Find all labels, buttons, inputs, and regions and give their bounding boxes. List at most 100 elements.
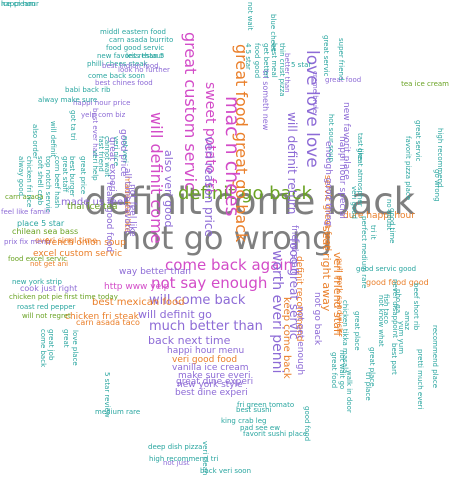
word-cloud-term: favorit sushi place bbox=[243, 430, 308, 439]
word-cloud-term: will not regret bbox=[22, 312, 71, 321]
word-cloud-term: less than 5 bbox=[126, 52, 165, 61]
word-cloud-term: go wrong bbox=[433, 169, 441, 202]
word-cloud-term: definit come back bbox=[84, 179, 416, 223]
word-cloud-term: corn beef hash bbox=[53, 156, 61, 209]
word-cloud-term: 4 5 star bbox=[244, 43, 252, 70]
word-cloud-term: cook just right bbox=[20, 284, 78, 294]
word-cloud-term: pretti much everi bbox=[416, 349, 424, 410]
word-cloud-term: got ta tri bbox=[69, 110, 77, 141]
word-cloud-term: everi singl time bbox=[35, 236, 98, 246]
word-cloud-term: thin crust pizza bbox=[278, 43, 286, 97]
word-cloud-term: first time today bbox=[64, 293, 118, 302]
word-cloud-term: way better than bbox=[119, 267, 191, 278]
word-cloud-term: deep dish pizza bbox=[148, 443, 203, 452]
word-cloud-term: carn asada burrito bbox=[109, 36, 174, 45]
word-cloud-term: veri good food bbox=[172, 355, 238, 366]
word-cloud-term: french onion soup bbox=[45, 238, 126, 249]
word-cloud-term: beef short rib bbox=[412, 283, 420, 331]
word-cloud-term: much better than bbox=[149, 318, 263, 334]
word-cloud-term: food good servic bbox=[106, 44, 165, 53]
word-cloud-term: realli good food bbox=[104, 182, 114, 253]
word-cloud-term: great servic bbox=[322, 35, 330, 77]
word-cloud-term: not say enough bbox=[151, 274, 268, 293]
word-cloud-term: great servic bbox=[414, 120, 422, 162]
word-cloud-term: fast friend bbox=[97, 136, 105, 172]
word-cloud-term: fish taco bbox=[382, 294, 390, 324]
word-cloud-term: prix fix menu bbox=[4, 238, 51, 247]
word-cloud-term: tri someth new bbox=[261, 70, 270, 131]
word-cloud-term: best chines food bbox=[95, 79, 153, 88]
word-cloud-term: back next time bbox=[148, 333, 231, 347]
word-cloud-term: not wait bbox=[246, 2, 254, 31]
word-cloud-term: alway make sure bbox=[38, 96, 98, 105]
word-cloud-term: never disappoint bbox=[391, 279, 399, 338]
word-cloud-term: thai ice tea bbox=[67, 202, 118, 213]
word-cloud-term: chilean sea bass bbox=[12, 227, 79, 237]
word-cloud-term: great food bbox=[325, 76, 362, 85]
word-cloud-term: best sushi bbox=[236, 406, 272, 415]
word-cloud-term: tri place bbox=[364, 372, 372, 401]
word-cloud-term: feel like famili bbox=[1, 208, 50, 217]
word-cloud-term: philli chees steak bbox=[87, 60, 148, 69]
word-cloud-term: good servic good bbox=[356, 265, 417, 274]
word-cloud-term: come back again bbox=[165, 256, 294, 275]
word-cloud-term: chicken fri rice bbox=[25, 156, 33, 208]
word-cloud-term: excel custom servic bbox=[33, 249, 123, 260]
word-cloud-term: best mexican food bbox=[92, 296, 185, 308]
word-cloud-term: tri it bbox=[369, 225, 377, 240]
word-cloud-term: get better bbox=[262, 43, 270, 79]
word-cloud-term: all time favorit bbox=[122, 168, 132, 234]
word-cloud-term: will come back bbox=[149, 292, 246, 308]
word-cloud-term: favorit pizza place bbox=[404, 136, 412, 201]
word-cloud-term: veri nice bbox=[112, 136, 120, 167]
word-cloud-term: not go wrong bbox=[121, 218, 333, 257]
word-cloud-term: definit go back bbox=[178, 182, 312, 204]
word-cloud-term: carn asada bbox=[5, 193, 44, 202]
word-cloud-term: roast red pepper bbox=[17, 303, 76, 312]
word-cloud-term: not get enough bbox=[295, 306, 305, 376]
word-cloud-term: super friend bbox=[337, 38, 345, 81]
word-cloud-term: good food bbox=[303, 406, 311, 442]
word-cloud-term: not veri bbox=[121, 136, 129, 163]
word-cloud-term: look no further bbox=[118, 66, 170, 75]
word-cloud-term: medium rare bbox=[95, 408, 141, 417]
word-cloud-term: pad see ew bbox=[240, 424, 280, 433]
word-cloud-term: hot sour soup bbox=[327, 114, 335, 162]
word-cloud-term: veri good bbox=[350, 186, 358, 219]
word-cloud-term: mac n chees bbox=[221, 96, 243, 217]
word-cloud-term: chicken pot pie bbox=[9, 293, 63, 302]
word-cloud-term: veri reason price bbox=[202, 136, 216, 237]
word-cloud-term: come back soon bbox=[88, 72, 145, 81]
word-cloud-term: perfect medium rare bbox=[360, 216, 368, 289]
word-cloud-term: best part bbox=[390, 343, 398, 375]
word-cloud-term: good food good bbox=[366, 278, 429, 288]
word-cloud-term: great price bbox=[79, 156, 87, 195]
word-cloud-term: new favorit place bbox=[341, 102, 351, 180]
word-cloud-term: great job bbox=[47, 329, 55, 361]
word-cloud-term: 5 star bbox=[291, 61, 312, 70]
word-cloud-term: dure happi hour bbox=[343, 211, 415, 222]
word-cloud-term: not go back bbox=[312, 292, 322, 346]
word-cloud-term: chicken tikka masala bbox=[341, 300, 349, 374]
word-cloud-term: best dine experi bbox=[175, 388, 248, 399]
word-cloud-term: made us feel bbox=[61, 196, 126, 208]
word-cloud-term: not get ani bbox=[30, 260, 69, 269]
word-cloud-term: will definit bbox=[49, 121, 57, 158]
word-cloud-term: fri green tomato bbox=[237, 401, 295, 410]
word-cloud-term: great place bbox=[353, 311, 361, 351]
word-cloud-term: happi hour bbox=[1, 0, 39, 8]
word-cloud-term: new favorit restaur bbox=[97, 52, 164, 61]
word-cloud-term: happi hour price bbox=[73, 99, 131, 108]
word-cloud-term: best burger bbox=[68, 156, 76, 197]
word-cloud-term: make sure everi bbox=[178, 371, 251, 382]
word-cloud-term: keep come back bbox=[281, 297, 292, 379]
word-cloud-term: recommend place bbox=[431, 325, 439, 389]
word-cloud-term: also veri good bbox=[162, 150, 175, 228]
word-cloud-term: amaz bbox=[403, 311, 411, 331]
word-cloud-term: yelp com biz bbox=[81, 111, 126, 120]
word-cloud-term: place 5 star bbox=[17, 219, 65, 229]
word-cloud-term: alway good bbox=[17, 156, 25, 197]
word-cloud-term: will definit go bbox=[138, 307, 212, 321]
word-cloud-term: great custom servic bbox=[181, 32, 200, 191]
